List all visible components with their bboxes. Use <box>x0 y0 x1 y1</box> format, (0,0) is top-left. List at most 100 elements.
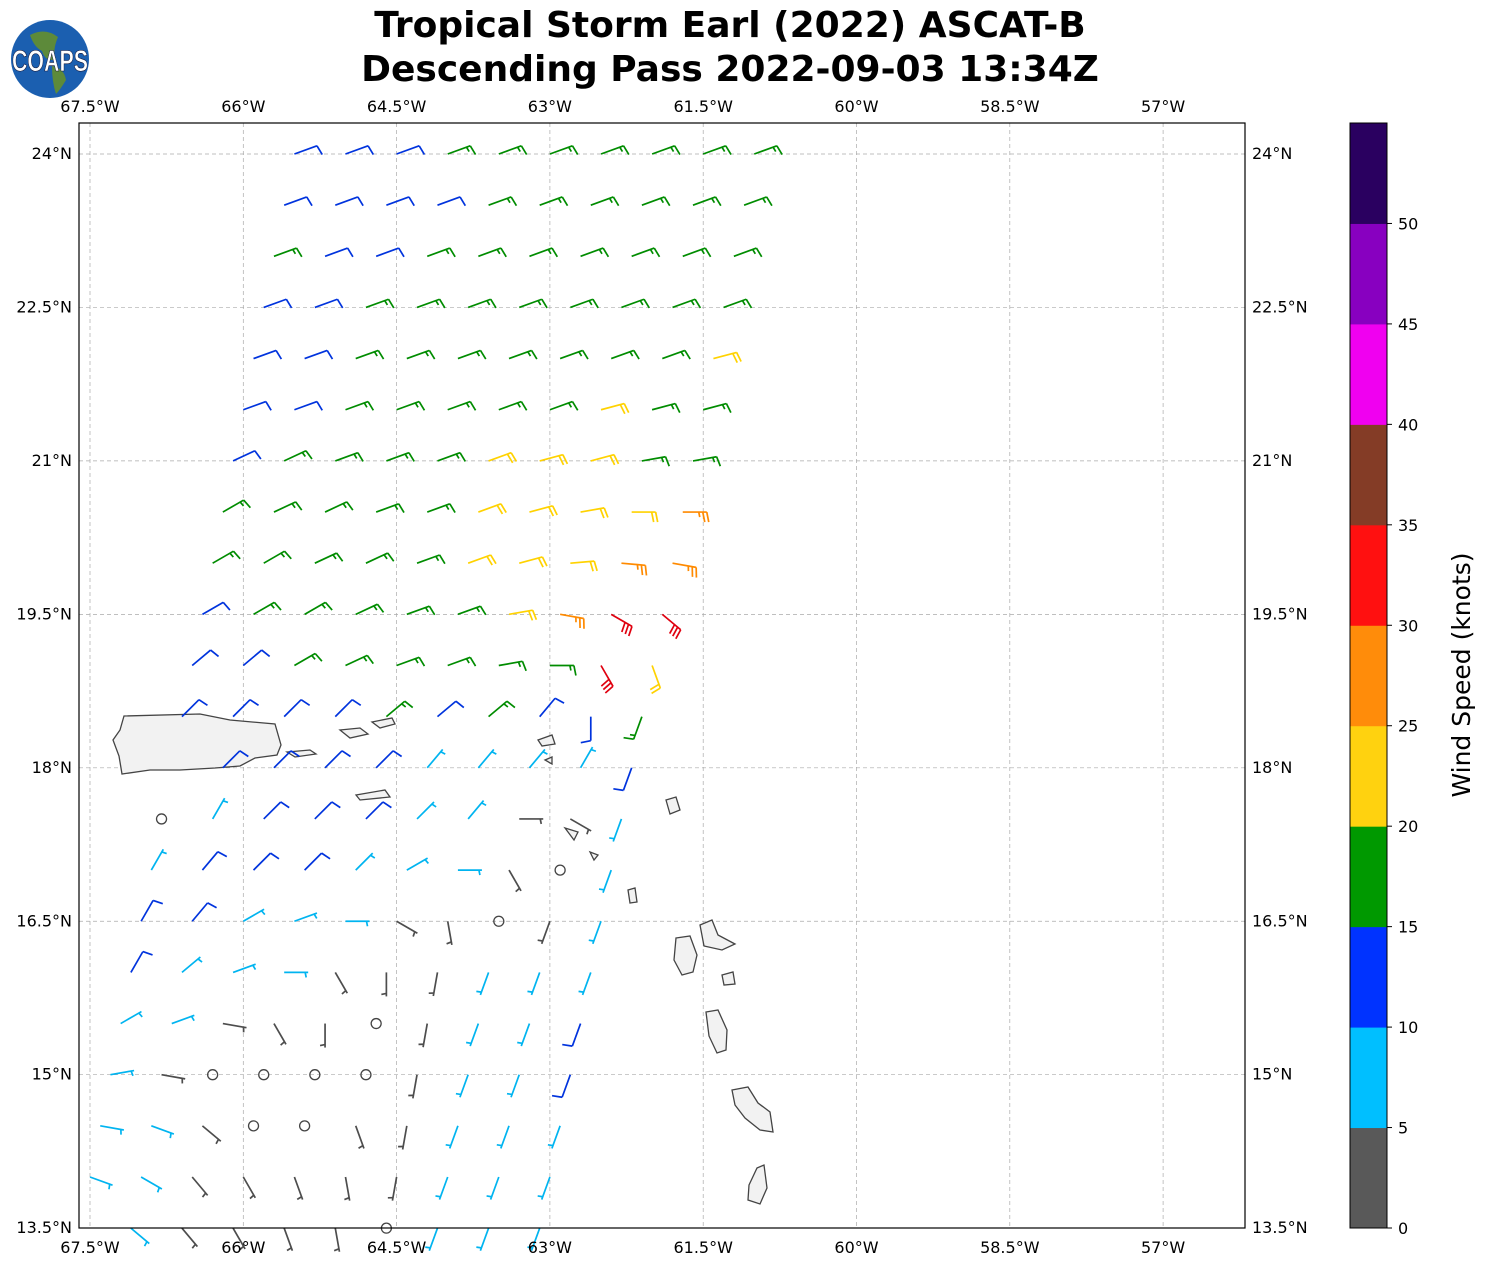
lon-label-bottom: 64.5°W <box>367 1238 427 1257</box>
wind-barb <box>478 247 507 258</box>
wind-barb <box>672 298 702 309</box>
lon-label-top: 60°W <box>834 97 878 116</box>
wind-barb <box>283 449 313 462</box>
wind-barb <box>416 298 446 309</box>
wind-barb <box>355 349 385 360</box>
wind-barb <box>298 1120 311 1132</box>
colorbar-segment <box>1350 625 1387 727</box>
wind-barb <box>324 501 354 513</box>
colorbar-segment <box>1350 223 1387 325</box>
wind-barb <box>120 1010 143 1025</box>
wind-barb <box>263 801 290 820</box>
wind-barb <box>569 818 592 835</box>
wind-barb <box>559 613 585 629</box>
wind-barb <box>498 144 528 155</box>
colorbar-segment <box>1350 826 1387 928</box>
wind-barb <box>517 1023 531 1047</box>
wind-barb <box>508 609 538 621</box>
wind-barb <box>406 857 430 871</box>
wind-barb <box>355 852 376 871</box>
wind-barb <box>623 716 643 741</box>
anguilla-st-martin <box>536 734 556 766</box>
coastlines <box>112 713 774 1205</box>
wind-barb <box>539 196 569 207</box>
wind-barb <box>314 801 341 820</box>
wind-barb <box>702 144 732 155</box>
wind-barb <box>488 451 518 464</box>
wind-barb <box>455 1074 469 1098</box>
wind-barb <box>476 1227 490 1251</box>
wind-barb <box>232 698 260 718</box>
title-line-1: Tropical Storm Earl (2022) ASCAT-B <box>374 5 1086 46</box>
wind-barb <box>436 700 465 718</box>
wind-barb <box>435 1176 449 1200</box>
lat-label-left: 22.5°N <box>16 297 72 316</box>
wind-barb <box>537 920 551 945</box>
colorbar-label: Wind Speed (knots) <box>1447 552 1476 798</box>
lat-label-right: 15°N <box>1252 1065 1292 1084</box>
wind-barb <box>324 247 354 258</box>
lon-label-bottom: 60°W <box>834 1238 878 1257</box>
wind-barb <box>539 697 565 718</box>
wind-barb <box>181 956 203 974</box>
wind-barb <box>682 511 710 523</box>
wind-barb <box>631 511 659 523</box>
wind-barb <box>743 196 773 207</box>
wind-barb <box>426 503 456 513</box>
wind-barb <box>345 144 375 155</box>
wind-barb <box>621 298 651 309</box>
colorbar-tick-label: 20 <box>1398 817 1418 836</box>
wind-barb <box>345 654 374 667</box>
wind-barb <box>155 813 168 825</box>
lon-label-bottom: 67.5°W <box>60 1238 120 1257</box>
lat-label-left: 21°N <box>32 451 72 470</box>
wind-barb <box>600 665 614 694</box>
wind-barb <box>508 349 538 360</box>
wind-barb <box>360 1069 372 1081</box>
wind-barb <box>537 1176 551 1200</box>
wind-barb <box>457 605 487 616</box>
lat-label-left: 15°N <box>32 1065 72 1084</box>
wind-barb <box>151 1125 175 1139</box>
wind-barb <box>334 196 364 207</box>
wind-barb <box>355 603 385 616</box>
wind-barb <box>398 1125 408 1150</box>
lon-label-bottom: 57°W <box>1141 1238 1185 1257</box>
wind-barb <box>242 1176 257 1200</box>
wind-barb <box>263 298 293 309</box>
wind-barb <box>554 864 566 876</box>
wind-barb <box>447 656 477 667</box>
lat-label-left: 19.5°N <box>16 604 72 623</box>
wind-barb <box>539 453 569 466</box>
wind-barb <box>425 1227 439 1251</box>
wind-barb <box>354 1125 365 1149</box>
wind-barb <box>641 455 671 467</box>
wind-barb <box>437 196 467 207</box>
wind-barb <box>661 613 682 640</box>
wind-barb <box>651 144 681 155</box>
lat-label-left: 16.5°N <box>16 911 72 930</box>
wind-barb <box>201 601 231 616</box>
lon-label-bottom: 63°W <box>528 1238 572 1257</box>
wind-barb <box>498 660 527 672</box>
lon-label-top: 67.5°W <box>60 97 120 116</box>
colorbar-tick-label: 10 <box>1398 1018 1418 1037</box>
wind-barb <box>253 601 282 616</box>
map-frame <box>78 122 1246 1229</box>
vieques <box>285 749 318 758</box>
wind-barb <box>283 196 313 207</box>
st-croix <box>354 789 392 801</box>
wind-barb <box>692 455 722 467</box>
wind-barb <box>478 503 507 515</box>
wind-barb <box>610 349 640 360</box>
wind-barb <box>375 750 403 769</box>
wind-barb <box>375 503 405 513</box>
lat-label-left: 13.5°N <box>16 1218 72 1237</box>
lon-label-top: 57°W <box>1141 97 1185 116</box>
wind-barb <box>263 550 292 564</box>
colorbar-tick-label: 15 <box>1398 918 1418 937</box>
wind-barb <box>672 562 698 578</box>
wind-barb <box>294 912 318 923</box>
wind-barb <box>314 552 344 564</box>
